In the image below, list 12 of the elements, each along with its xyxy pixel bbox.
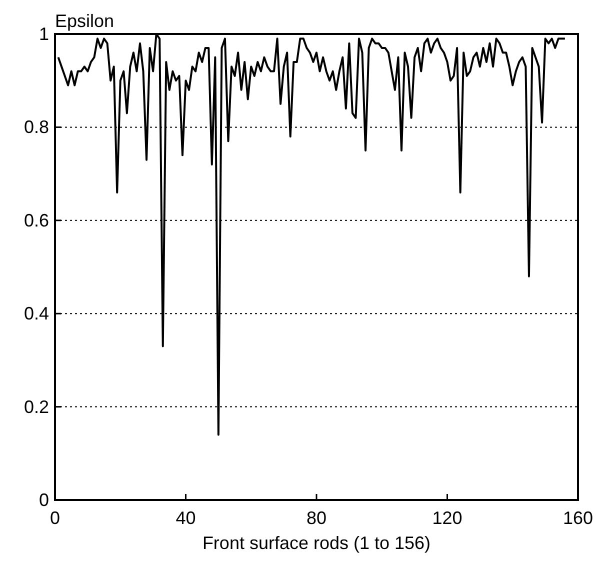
x-tick-label: 40 [176,508,196,528]
x-tick-label: 160 [562,508,594,528]
chart-title: Epsilon [55,11,114,31]
x-axis-title: Front surface rods (1 to 156) [202,533,431,553]
x-tick-label: 120 [432,508,462,528]
y-tick-label: 0.6 [24,210,49,230]
y-tick-label: 0.2 [24,396,49,417]
y-tick-label: 0.4 [24,304,49,324]
y-tick-label: 0 [38,490,49,510]
y-tick-label: 1 [38,24,49,44]
y-tick-label: 0.8 [24,117,49,138]
x-tick-label: 80 [306,508,327,528]
